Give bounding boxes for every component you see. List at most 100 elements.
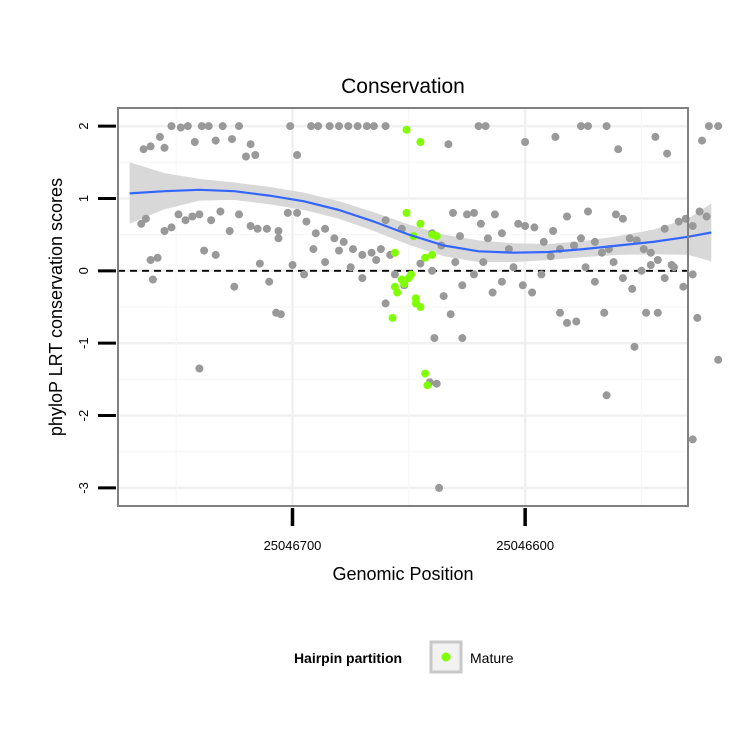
data-point (302, 217, 311, 226)
data-point (458, 281, 467, 290)
data-point (200, 246, 209, 255)
data-point (642, 308, 651, 317)
data-point (235, 122, 243, 131)
data-point (349, 245, 357, 254)
data-point (539, 237, 548, 246)
data-point (309, 245, 318, 254)
data-point (688, 222, 697, 230)
data-point (262, 224, 271, 233)
data-point (628, 284, 637, 293)
data-point (504, 245, 513, 254)
data-point (618, 214, 627, 223)
data-point (530, 223, 539, 232)
data-point (651, 132, 660, 141)
data-point (514, 219, 523, 228)
legend-key-mature-dot (441, 652, 451, 662)
data-point (446, 310, 455, 319)
data-point (490, 210, 499, 219)
data-point (549, 227, 558, 235)
data-point (653, 256, 662, 264)
data-point (481, 122, 490, 131)
mature-data-point (393, 288, 402, 297)
data-point (190, 138, 199, 146)
mature-data-point (402, 125, 411, 134)
data-point (153, 253, 162, 262)
data-point (367, 248, 376, 257)
data-point (428, 266, 437, 275)
data-point (211, 136, 220, 145)
data-point (449, 208, 457, 217)
data-point (430, 334, 439, 343)
data-point (321, 224, 330, 233)
data-point (546, 252, 555, 261)
mature-data-point (423, 381, 432, 390)
data-point (139, 145, 148, 154)
legend-title: Hairpin partition (294, 650, 402, 666)
data-point (274, 234, 283, 243)
legend-label-mature: Mature (470, 650, 514, 666)
mature-data-point (421, 369, 430, 378)
data-point (521, 138, 530, 146)
data-point (590, 277, 599, 286)
data-point (483, 234, 492, 243)
y-tick-label: -3 (76, 482, 91, 494)
data-point (637, 266, 646, 275)
data-point (293, 208, 302, 217)
data-point (611, 210, 620, 219)
data-point (646, 248, 655, 257)
data-point (372, 256, 381, 264)
data-point (246, 140, 255, 149)
data-point (488, 288, 497, 297)
data-point (618, 274, 627, 283)
data-point (330, 234, 339, 243)
data-point (307, 122, 316, 131)
data-point (702, 212, 711, 221)
data-point (181, 216, 190, 225)
mature-data-point (407, 270, 416, 279)
data-point (577, 122, 585, 131)
data-point (183, 122, 192, 131)
data-point (253, 224, 262, 233)
data-point (381, 299, 390, 308)
smooth-trend-line (129, 188, 712, 254)
data-point (242, 152, 250, 161)
data-point (509, 263, 518, 272)
data-point (288, 261, 297, 269)
data-point (470, 208, 478, 217)
data-point (537, 270, 546, 279)
data-point (451, 258, 460, 267)
data-point (528, 288, 537, 297)
mature-data-point (416, 219, 425, 228)
data-point (376, 245, 385, 254)
data-point (602, 391, 611, 400)
data-point (456, 232, 464, 241)
data-point (688, 435, 697, 444)
data-point (335, 122, 343, 131)
data-point (188, 212, 197, 221)
plot-border (117, 107, 689, 507)
y-tick-label: 0 (76, 267, 91, 274)
y-axis-title: phyloP LRT conservation scores (46, 178, 66, 436)
data-point (176, 123, 185, 132)
data-point (590, 237, 599, 246)
data-point (167, 223, 176, 232)
data-point (141, 214, 150, 223)
x-axis: 25046700 25046600 (264, 508, 554, 553)
mature-data-point (400, 279, 409, 288)
data-point (160, 227, 169, 235)
data-point (602, 122, 611, 131)
data-point (358, 274, 367, 283)
y-tick-label: -2 (76, 410, 91, 422)
data-point (344, 122, 353, 131)
mature-data-point (388, 313, 397, 322)
data-point (321, 258, 330, 267)
data-point (670, 263, 678, 272)
y-axis: 2 1 0 -1 -2 -3 (76, 122, 116, 494)
smooth-line-layer (129, 188, 712, 254)
data-point (674, 217, 683, 226)
y-tick-label: 2 (76, 122, 91, 129)
data-point (137, 219, 146, 228)
data-point (439, 292, 448, 301)
data-point (218, 122, 227, 131)
